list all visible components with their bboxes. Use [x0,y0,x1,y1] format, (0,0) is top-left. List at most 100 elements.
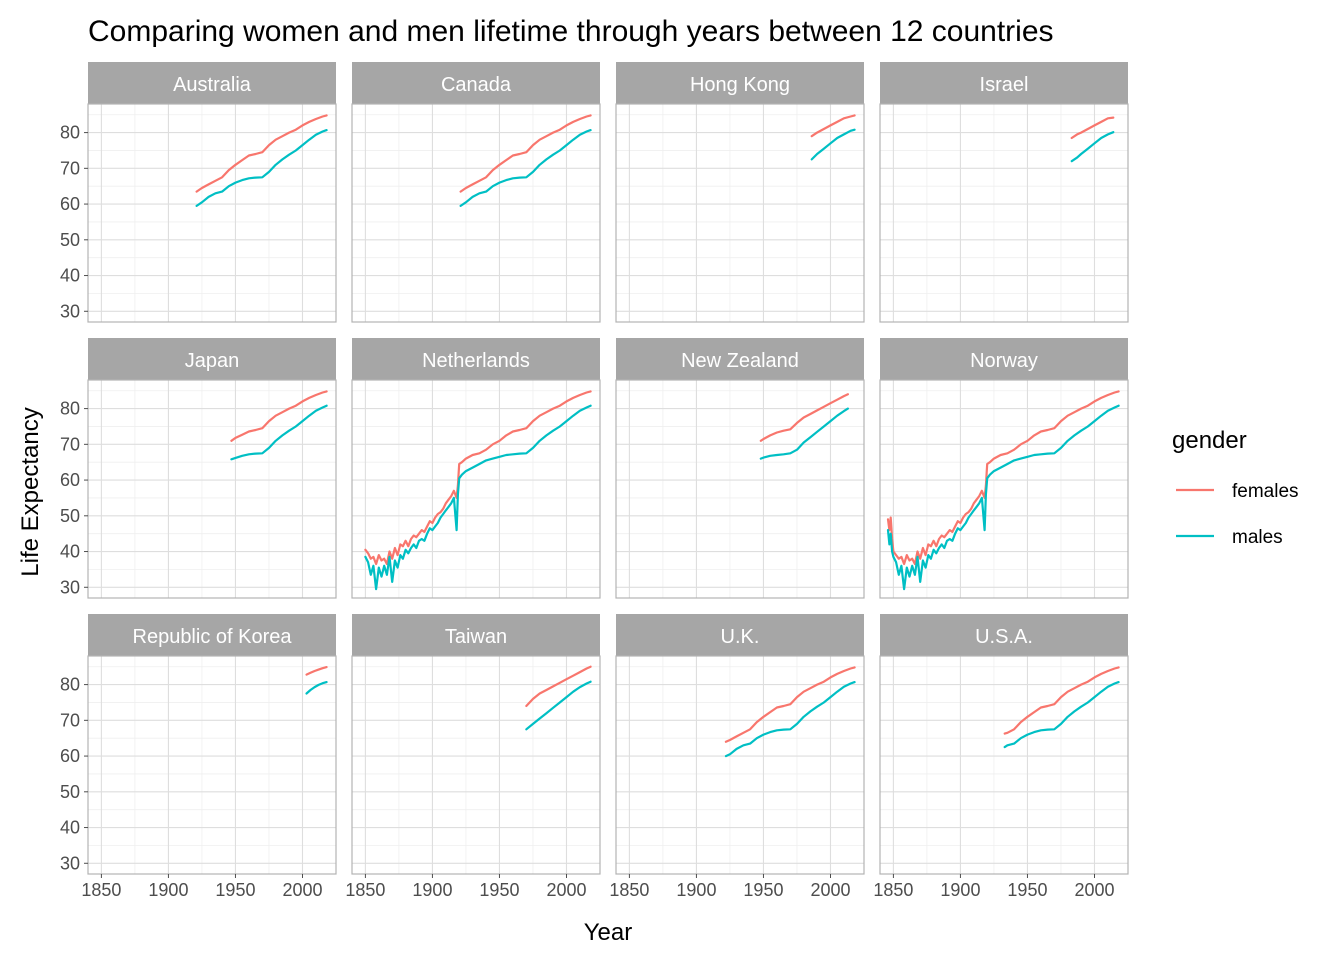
panel-border-australia [87,103,337,323]
y-tick-label: 80 [60,675,80,695]
panel-border-netherlands [351,379,601,599]
x-axis-title: Year [584,919,633,946]
y-tick-label: 80 [60,399,80,419]
y-tick-label: 70 [60,434,80,454]
legend-label-males: males [1232,527,1283,548]
series-line-taiwan-females [525,665,592,708]
x-tick-label: 1950 [1007,880,1047,900]
facet-panel-republic-of-korea: Republic of Korea 30 40 50 60 70 80 1850 1900 195… [60,614,337,900]
facet-label-japan: Japan [185,350,240,372]
y-tick-label: 30 [60,301,80,321]
facet-strip-australia [88,62,336,104]
gridlines-republic-of-korea [88,656,337,874]
series-line-israel-females [1070,116,1115,140]
facet-strip-norway [880,338,1128,380]
series-line-norway-females [886,390,1120,566]
facet-panel-u-k: U.K. 1850 1900 1950 2000 [609,614,865,900]
facet-strip-netherlands [352,338,600,380]
y-tick-label: 70 [60,710,80,730]
series-line-taiwan-males [525,680,592,731]
facet-panel-australia: Australia 30 40 50 60 70 80 [60,62,337,323]
gridlines-taiwan [352,656,601,874]
series-line-new-zealand-females [759,393,850,442]
series-line-u-k-males [724,680,856,758]
series-line-netherlands-females [364,390,592,566]
x-tick-label: 1850 [873,880,913,900]
chart-title: Comparing women and men lifetime through… [88,15,1054,48]
facet-strip-republic-of-korea [88,614,336,656]
y-tick-label: 60 [60,194,80,214]
x-tick-label: 1900 [940,880,980,900]
x-tick-label: 2000 [1074,880,1114,900]
series-line-japan-females [230,390,328,442]
panel-border-japan [87,379,337,599]
x-tick-label: 1850 [81,880,121,900]
series-line-japan-males [230,404,328,461]
series-line-u-s-a-females [1003,666,1120,735]
x-tick-label: 2000 [546,880,586,900]
series-line-republic-of-korea-males [305,680,328,695]
y-tick-label: 40 [60,542,80,562]
facet-panel-hong-kong: Hong Kong [615,62,865,323]
facet-label-israel: Israel [980,74,1029,96]
facet-label-new-zealand: New Zealand [681,350,799,372]
facet-strip-israel [880,62,1128,104]
facet-strip-u-k [616,614,864,656]
panel-border-taiwan [351,655,601,875]
series-line-australia-females [195,114,328,193]
facet-label-norway: Norway [970,350,1038,372]
series-line-republic-of-korea-females [305,665,328,676]
y-tick-label: 80 [60,123,80,143]
y-tick-label: 30 [60,853,80,873]
facet-panel-canada: Canada [351,62,601,323]
x-tick-label: 1850 [609,880,649,900]
gridlines-japan [88,380,337,598]
series-line-new-zealand-males [759,407,850,460]
facet-strip-japan [88,338,336,380]
facet-panel-u-s-a: U.S.A. 1850 1900 1950 2000 [873,614,1129,900]
facet-panel-new-zealand: New Zealand [615,338,865,599]
facet-strip-canada [352,62,600,104]
panel-border-u-k [615,655,865,875]
facet-strip-hong-kong [616,62,864,104]
y-tick-label: 70 [60,158,80,178]
x-tick-label: 2000 [810,880,850,900]
facet-strip-u-s-a [880,614,1128,656]
facet-label-hong-kong: Hong Kong [690,74,790,96]
x-tick-label: 1900 [412,880,452,900]
x-tick-label: 1900 [676,880,716,900]
y-tick-label: 50 [60,506,80,526]
gridlines-australia [88,104,337,322]
gridlines-israel [880,104,1129,322]
facet-panel-israel: Israel [879,62,1129,323]
y-tick-label: 60 [60,470,80,490]
panel-border-u-s-a [879,655,1129,875]
panel-border-new-zealand [615,379,865,599]
series-line-canada-females [459,114,592,193]
y-tick-label: 30 [60,577,80,597]
panel-border-israel [879,103,1129,323]
x-tick-label: 1850 [345,880,385,900]
gridlines-hong-kong [616,104,865,322]
x-tick-label: 2000 [282,880,322,900]
series-line-norway-males [886,404,1120,591]
legend-title: gender [1172,427,1247,454]
facet-label-u-k: U.K. [721,626,760,648]
facet-label-australia: Australia [173,74,252,96]
series-line-canada-males [459,129,592,207]
series-line-australia-males [195,129,328,207]
facet-strip-new-zealand [616,338,864,380]
x-tick-label: 1900 [148,880,188,900]
y-tick-label: 50 [60,230,80,250]
facet-label-republic-of-korea: Republic of Korea [133,626,293,648]
series-line-netherlands-males [364,404,592,591]
facet-label-canada: Canada [441,74,512,96]
facet-panel-netherlands: Netherlands [351,338,601,599]
gridlines-new-zealand [616,380,865,598]
x-tick-label: 1950 [479,880,519,900]
series-line-israel-males [1070,131,1115,163]
gridlines-u-k [616,656,865,874]
facet-panel-japan: Japan 30 40 50 60 70 80 [60,338,337,599]
series-line-hong-kong-males [810,128,856,161]
